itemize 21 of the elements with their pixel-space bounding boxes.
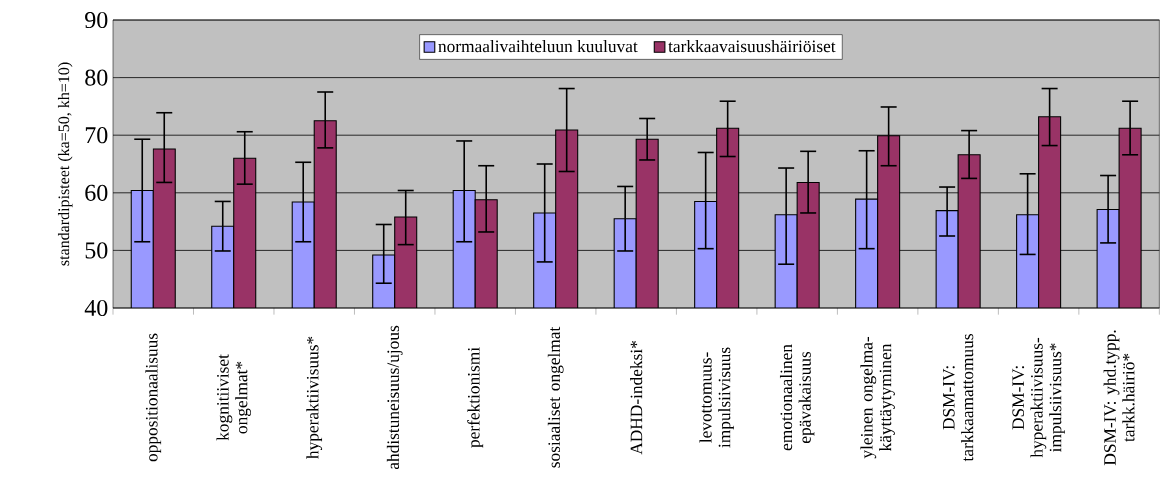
y-tick-label: 40 xyxy=(84,299,108,317)
legend-label: normaalivaihteluun kuuluvat xyxy=(438,40,638,53)
x-tick-label: hyperaktiivisuus* xyxy=(306,336,323,459)
x-tick-label: sosiaaliset ongelmat xyxy=(547,326,564,468)
y-tick-label: 50 xyxy=(85,242,108,259)
x-tick-label: ADHD-indeksi* xyxy=(630,341,643,455)
x-tick-label: DSM-IV: hyperaktiivisuus-impulsiivisuus* xyxy=(1012,337,1065,458)
x-tick-label: DSM-IV: tarkkaamattomuus xyxy=(942,334,974,462)
x-tick-label: ahdistuneisuus/ujous xyxy=(386,325,403,470)
y-tick-label: 80 xyxy=(85,69,108,86)
x-tick-label: levottomuus-impulsiivisuus xyxy=(699,347,734,448)
x-tick-label: DSM-IV: yhd.typp. tarkk.häiriö* xyxy=(1103,330,1135,466)
x-tick-label: oppositionaalisuus xyxy=(145,333,162,462)
y-axis-title: standardipisteet (ka=50, kh=10) xyxy=(57,62,73,266)
y-tick-label: 60 xyxy=(85,184,108,201)
x-tick-label: emotionaalinen epävakaisuus xyxy=(779,344,815,451)
x-tick-label: perfektionismi xyxy=(467,347,484,448)
x-tick-label: kognitiiviset ongelmat* xyxy=(216,354,251,441)
y-tick-label: 70 xyxy=(85,127,108,144)
y-tick-label: 90 xyxy=(85,11,108,29)
legend-label: tarkkaavaisuushäiriöiset xyxy=(668,40,836,53)
